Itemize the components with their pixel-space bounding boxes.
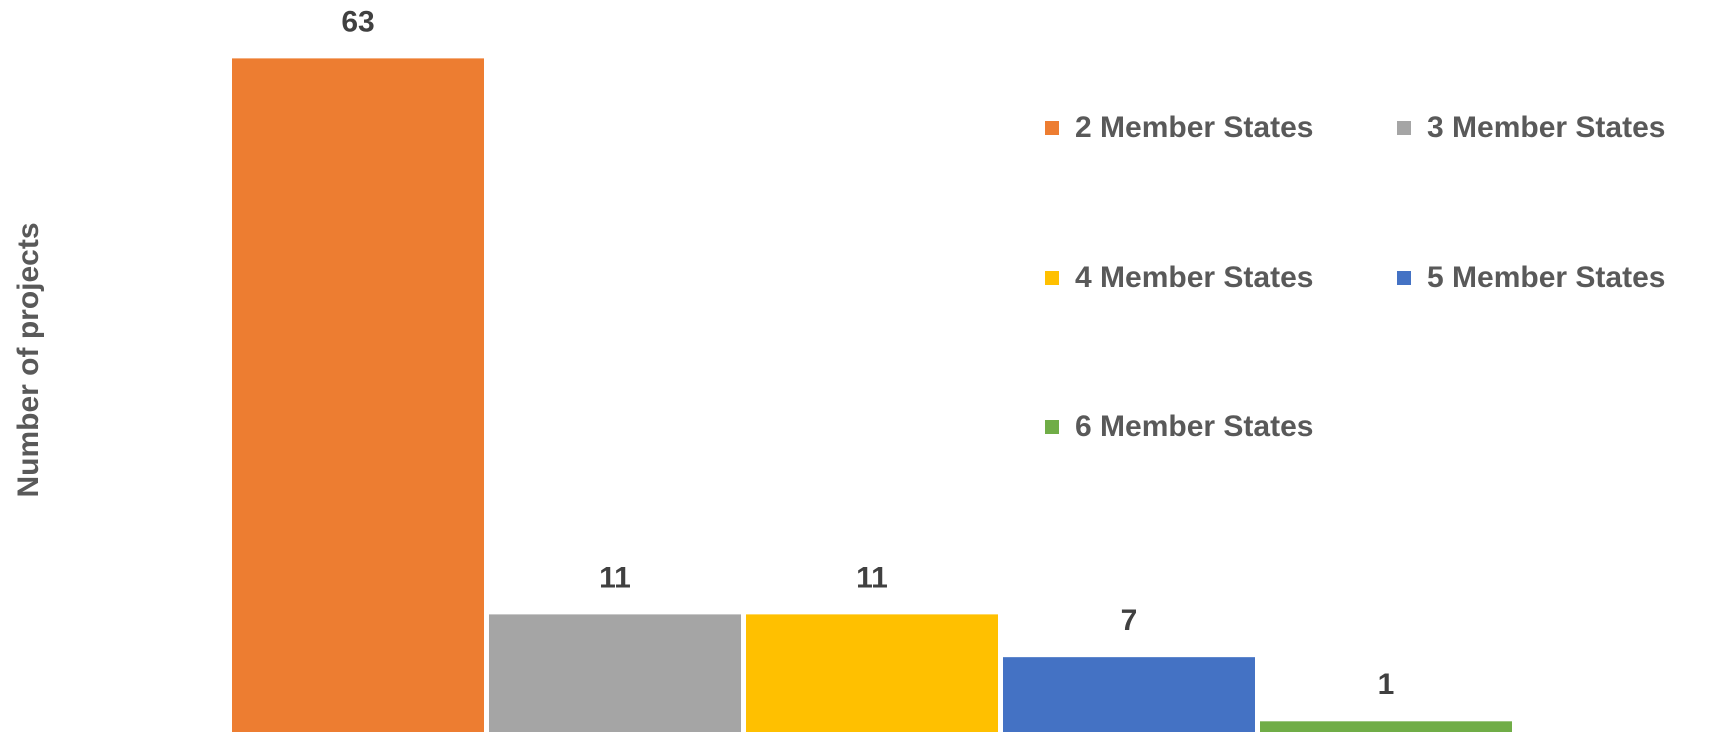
data-label: 1 — [1378, 668, 1395, 701]
data-label: 7 — [1121, 604, 1138, 637]
legend-label: 5 Member States — [1427, 261, 1665, 294]
y-axis-label: Number of projects — [12, 222, 45, 497]
legend-marker — [1045, 420, 1059, 434]
data-label: 11 — [599, 561, 631, 594]
legend-marker — [1397, 121, 1411, 135]
legend-marker — [1045, 271, 1059, 285]
legend-marker — [1397, 271, 1411, 285]
bar — [746, 614, 998, 732]
legend-label: 6 Member States — [1075, 410, 1313, 443]
legend-label: 2 Member States — [1075, 111, 1313, 144]
data-label: 11 — [856, 561, 888, 594]
bar — [1260, 721, 1512, 732]
legend-marker — [1045, 121, 1059, 135]
bar — [489, 614, 741, 732]
data-label: 63 — [341, 5, 374, 38]
bar — [232, 58, 484, 732]
bar — [1003, 657, 1255, 732]
legend-label: 3 Member States — [1427, 111, 1665, 144]
legend-label: 4 Member States — [1075, 261, 1313, 294]
